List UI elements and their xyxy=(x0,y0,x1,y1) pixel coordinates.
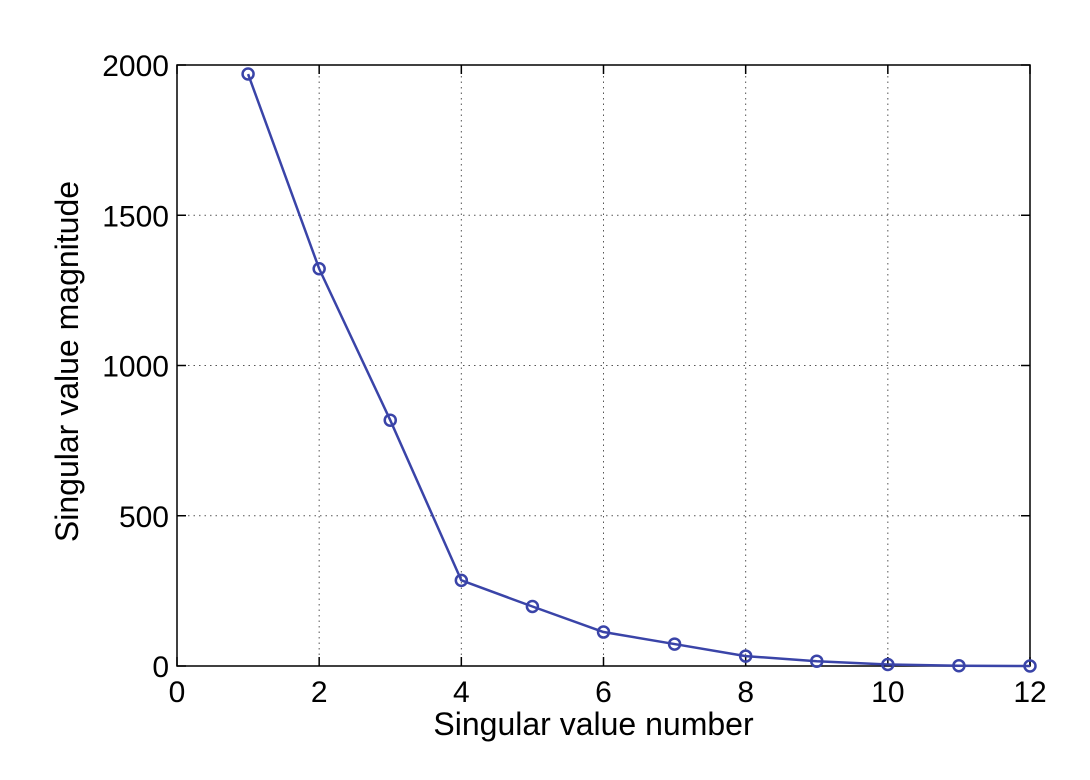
data-point xyxy=(596,625,611,639)
x-tick-label: 10 xyxy=(871,676,904,709)
grid xyxy=(177,65,1030,666)
data-point xyxy=(738,649,753,663)
data-point xyxy=(454,573,469,588)
x-tick-label: 4 xyxy=(453,676,470,709)
ticks: 0 2 4 6 8 10 12 0 500 1000 1500 2000 xyxy=(102,50,1046,709)
x-tick-label: 8 xyxy=(737,676,754,709)
series-layer xyxy=(241,67,1037,673)
data-point xyxy=(1023,659,1037,673)
y-tick-label: 2000 xyxy=(102,50,169,83)
x-tick-label: 6 xyxy=(595,676,612,709)
data-point xyxy=(312,261,326,276)
data-point xyxy=(667,637,682,651)
y-tick-label: 1000 xyxy=(102,351,169,384)
y-axis-label: Singular value magnitude xyxy=(49,181,85,542)
x-tick-label: 12 xyxy=(1013,676,1046,709)
data-point xyxy=(810,654,824,668)
data-point xyxy=(525,599,540,614)
x-axis-label: Singular value number xyxy=(433,706,754,742)
series-line xyxy=(246,73,1031,668)
data-point xyxy=(383,413,397,427)
data-point xyxy=(952,658,966,673)
y-tick-label: 1500 xyxy=(102,200,169,233)
data-point xyxy=(241,67,255,81)
x-tick-label: 2 xyxy=(311,676,328,709)
y-tick-label: 0 xyxy=(152,651,169,684)
y-tick-label: 500 xyxy=(119,501,169,534)
x-tick-label: 0 xyxy=(169,676,186,709)
data-point xyxy=(881,657,895,672)
